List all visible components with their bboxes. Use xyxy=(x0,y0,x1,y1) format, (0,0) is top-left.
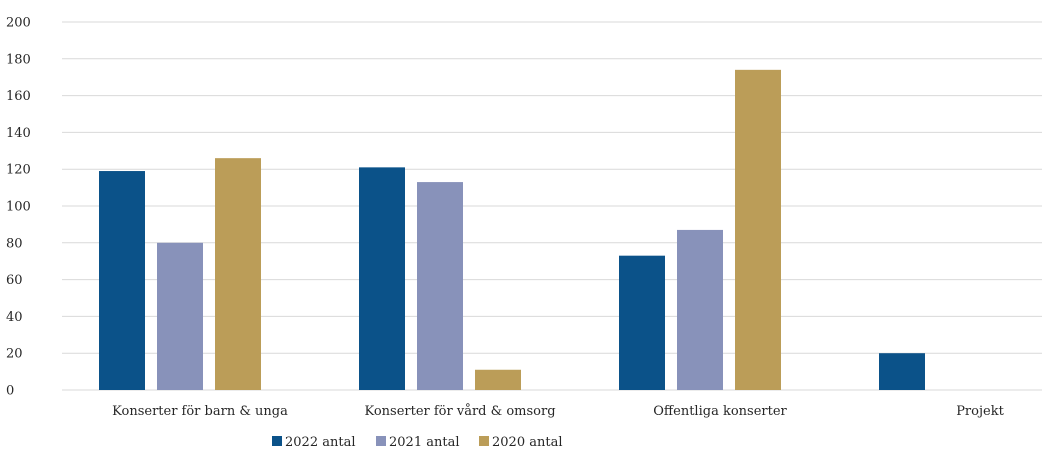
y-tick-label: 200 xyxy=(6,16,31,31)
bar-2021-antal-1 xyxy=(157,242,203,390)
bars xyxy=(99,69,925,390)
gridlines xyxy=(62,21,1042,391)
y-axis-ticks: 0 20 40 60 80 100 120 140 160 180 200 xyxy=(6,16,31,399)
category-label: Projekt xyxy=(956,404,1004,419)
legend-swatch xyxy=(479,436,489,446)
bar-2020-antal-2 xyxy=(475,369,521,390)
y-tick-label: 140 xyxy=(6,126,31,141)
legend-swatch xyxy=(272,436,282,446)
category-label: Offentliga konserter xyxy=(653,404,787,419)
legend: 2022 antal 2021 antal 2020 antal xyxy=(272,435,562,450)
bar-2022-antal-3 xyxy=(619,255,665,390)
y-tick-label: 160 xyxy=(6,89,31,104)
bar-2020-antal-3 xyxy=(735,69,781,390)
legend-label: 2020 antal xyxy=(492,435,562,450)
legend-label: 2021 antal xyxy=(389,435,459,450)
bar-2022-antal-1 xyxy=(99,171,145,390)
bar-2021-antal-2 xyxy=(417,182,463,390)
legend-swatch xyxy=(376,436,386,446)
bar-2020-antal-1 xyxy=(215,158,261,390)
category-label: Konserter för barn & unga xyxy=(112,404,288,419)
y-tick-label: 120 xyxy=(6,163,31,178)
y-tick-label: 180 xyxy=(6,52,31,67)
x-axis-categories: Konserter för barn & unga Konserter för v… xyxy=(112,403,1004,419)
y-tick-label: 80 xyxy=(6,236,23,251)
category-label: Konserter för vård & omsorg xyxy=(364,403,555,419)
bar-2021-antal-3 xyxy=(677,229,723,390)
bar-2022-antal-2 xyxy=(359,167,405,390)
legend-label: 2022 antal xyxy=(285,435,355,450)
y-tick-label: 40 xyxy=(6,310,23,325)
y-tick-label: 60 xyxy=(6,273,23,288)
bar-2022-antal-4 xyxy=(879,353,925,390)
y-tick-label: 100 xyxy=(6,200,31,215)
y-tick-label: 0 xyxy=(6,384,14,399)
y-tick-label: 20 xyxy=(6,347,23,362)
